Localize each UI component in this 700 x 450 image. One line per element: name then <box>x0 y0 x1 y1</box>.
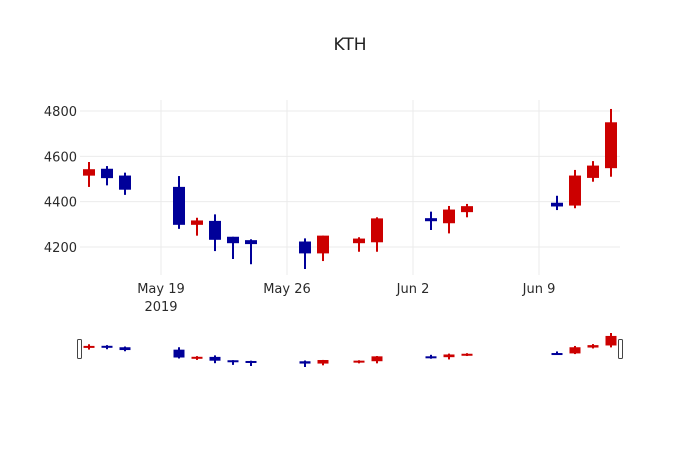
candle-body <box>191 220 203 225</box>
y-axis: 4200 4400 4600 4800 <box>44 105 77 256</box>
candle-body <box>101 168 113 179</box>
candle-body <box>587 165 599 178</box>
candle[interactable] <box>191 217 203 236</box>
candle[interactable] <box>587 161 599 182</box>
candle[interactable] <box>605 108 617 177</box>
candle-body <box>605 122 617 169</box>
candle[interactable] <box>317 235 329 262</box>
x-tick-label: Jun 9 <box>522 282 556 297</box>
slider-candle <box>461 353 473 357</box>
candle-body <box>245 240 257 245</box>
candle-body <box>173 186 185 225</box>
slider-candle <box>587 344 599 349</box>
candle[interactable] <box>83 162 95 187</box>
candle[interactable] <box>209 214 221 252</box>
candle[interactable] <box>551 195 563 211</box>
slider-candle <box>191 356 203 360</box>
candle[interactable] <box>227 236 239 260</box>
candle[interactable] <box>371 217 383 252</box>
candle-body <box>227 236 239 244</box>
candle-body <box>353 238 365 244</box>
x-axis: May 19 2019 May 26 Jun 2 Jun 9 <box>137 282 555 315</box>
y-tick-label: 4400 <box>44 196 77 211</box>
slider-candle <box>605 333 617 348</box>
candle[interactable] <box>425 211 437 230</box>
candle-body <box>209 220 221 240</box>
candle-body <box>425 218 437 222</box>
slider-candle <box>569 345 581 355</box>
range-slider[interactable] <box>77 333 623 367</box>
slider-candle <box>353 360 365 364</box>
range-slider-left-handle[interactable] <box>77 339 82 359</box>
x-tick-label: May 19 <box>137 282 185 297</box>
candle-body <box>119 175 131 190</box>
candle[interactable] <box>299 238 311 269</box>
slider-candle <box>209 355 221 364</box>
slider-candle <box>551 351 563 356</box>
slider-candle <box>83 344 95 350</box>
gridlines <box>80 100 620 275</box>
slider-candle <box>101 345 113 350</box>
candle-body <box>569 175 581 206</box>
slider-candle <box>299 360 311 367</box>
slider-candle <box>317 359 329 366</box>
slider-candle <box>119 346 131 352</box>
candle[interactable] <box>443 205 455 234</box>
candle-body <box>443 209 455 224</box>
candle[interactable] <box>461 203 473 218</box>
range-slider-right-handle[interactable] <box>618 339 623 359</box>
candle[interactable] <box>353 237 365 252</box>
candle-body <box>551 202 563 207</box>
candle-body <box>317 235 329 254</box>
candle[interactable] <box>173 176 185 229</box>
candle[interactable] <box>245 239 257 265</box>
y-tick-label: 4200 <box>44 241 77 256</box>
candle[interactable] <box>101 166 113 186</box>
slider-candle <box>173 347 185 359</box>
candle-body <box>83 169 95 176</box>
candle[interactable] <box>119 172 131 195</box>
x-tick-label: Jun 2 <box>396 282 430 297</box>
candle-body <box>461 206 473 213</box>
slider-candle <box>425 354 437 359</box>
y-tick-label: 4600 <box>44 150 77 165</box>
slider-candle <box>371 356 383 364</box>
x-tick-label: May 26 <box>263 282 311 297</box>
x-tick-year-label: 2019 <box>144 300 177 315</box>
plot-area[interactable] <box>83 108 617 269</box>
candle-body <box>371 218 383 243</box>
slider-candle <box>443 353 455 360</box>
chart-title: KTH <box>334 35 367 55</box>
candle[interactable] <box>569 169 581 209</box>
candle-body <box>299 241 311 254</box>
slider-candle <box>227 360 239 365</box>
y-tick-label: 4800 <box>44 105 77 120</box>
slider-candle <box>245 360 257 366</box>
